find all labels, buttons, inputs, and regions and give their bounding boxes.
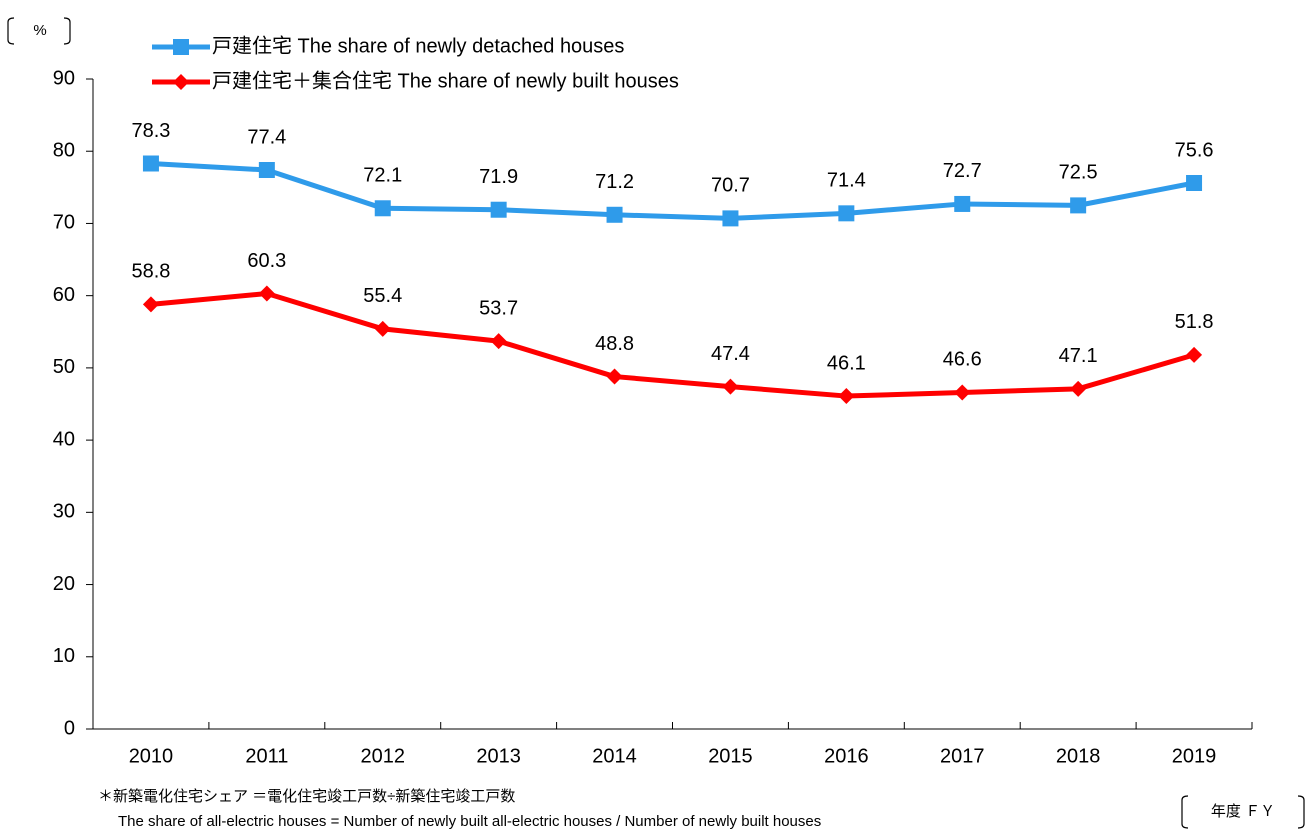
data-point xyxy=(722,210,739,227)
y-axis-unit: % xyxy=(33,22,46,39)
x-tick-label: 2011 xyxy=(245,745,288,767)
y-tick-label: 10 xyxy=(53,645,75,667)
data-point xyxy=(374,200,391,217)
data-label: 48.8 xyxy=(595,333,634,355)
data-label: 51.8 xyxy=(1175,311,1214,333)
y-tick-label: 20 xyxy=(53,573,75,595)
bracket xyxy=(63,17,71,45)
legend-marker xyxy=(173,74,189,90)
bracket xyxy=(1181,795,1189,829)
data-label: 60.3 xyxy=(247,250,286,272)
data-label: 71.2 xyxy=(595,171,634,193)
data-point xyxy=(606,206,623,223)
data-label: 71.4 xyxy=(827,170,866,192)
y-tick-label: 60 xyxy=(53,284,75,306)
data-label: 70.7 xyxy=(711,175,750,197)
data-label: 46.1 xyxy=(827,352,866,374)
data-label: 58.8 xyxy=(131,261,170,283)
data-point xyxy=(1186,346,1203,363)
data-point xyxy=(142,296,159,313)
data-label: 47.4 xyxy=(711,343,750,365)
footnote: ＊新築電化住宅シェア ＝電化住宅竣工戸数÷新築住宅竣工戸数 xyxy=(98,787,515,805)
series-line xyxy=(150,291,1195,399)
bracket xyxy=(7,17,15,45)
data-point xyxy=(258,162,275,178)
data-point xyxy=(142,155,159,172)
legend-label: 戸建住宅 The share of newly detached houses xyxy=(212,34,624,57)
data-label: 72.7 xyxy=(943,160,982,182)
y-tick-label: 40 xyxy=(53,428,75,450)
data-label: 75.6 xyxy=(1175,139,1214,161)
data-point xyxy=(954,195,971,212)
y-tick-label: 80 xyxy=(53,140,75,162)
bracket xyxy=(1297,795,1305,829)
y-tick-label: 50 xyxy=(53,356,75,378)
data-point xyxy=(1186,175,1203,191)
data-point xyxy=(722,378,739,395)
data-label: 53.7 xyxy=(479,297,518,319)
data-label: 47.1 xyxy=(1059,345,1098,367)
data-label: 55.4 xyxy=(363,285,402,307)
x-tick-label: 2015 xyxy=(708,745,753,767)
x-tick-label: 2012 xyxy=(361,745,406,767)
x-tick-label: 2014 xyxy=(592,745,637,767)
data-point xyxy=(258,285,275,302)
data-point xyxy=(1070,197,1087,214)
data-label: 71.9 xyxy=(479,166,518,188)
data-point xyxy=(838,205,855,222)
x-tick-label: 2013 xyxy=(476,745,521,767)
legend-label: 戸建住宅＋集合住宅 The share of newly built house… xyxy=(212,69,679,92)
data-label: 72.1 xyxy=(363,165,402,187)
x-tick-label: 2019 xyxy=(1172,745,1217,767)
data-point xyxy=(490,201,507,218)
legend-marker xyxy=(173,39,189,55)
footnote: The share of all-electric houses = Numbe… xyxy=(118,813,821,830)
data-point xyxy=(1070,380,1087,397)
y-tick-label: 90 xyxy=(53,67,75,89)
y-tick-label: 0 xyxy=(64,717,75,739)
data-label: 78.3 xyxy=(131,120,170,142)
data-point xyxy=(954,384,971,401)
series-line xyxy=(150,161,1195,221)
data-point xyxy=(490,333,507,350)
y-tick-label: 70 xyxy=(53,212,75,234)
data-label: 77.4 xyxy=(247,126,286,148)
x-tick-label: 2016 xyxy=(824,745,869,767)
data-point xyxy=(606,368,623,385)
data-label: 46.6 xyxy=(943,349,982,371)
x-tick-label: 2010 xyxy=(129,745,174,767)
data-label: 72.5 xyxy=(1059,162,1098,184)
x-tick-label: 2018 xyxy=(1056,745,1101,767)
x-axis-unit: 年度 ＦＹ xyxy=(1211,803,1275,820)
y-tick-label: 30 xyxy=(53,501,75,523)
x-tick-label: 2017 xyxy=(940,745,985,767)
data-point xyxy=(838,388,855,405)
data-point xyxy=(374,320,391,337)
